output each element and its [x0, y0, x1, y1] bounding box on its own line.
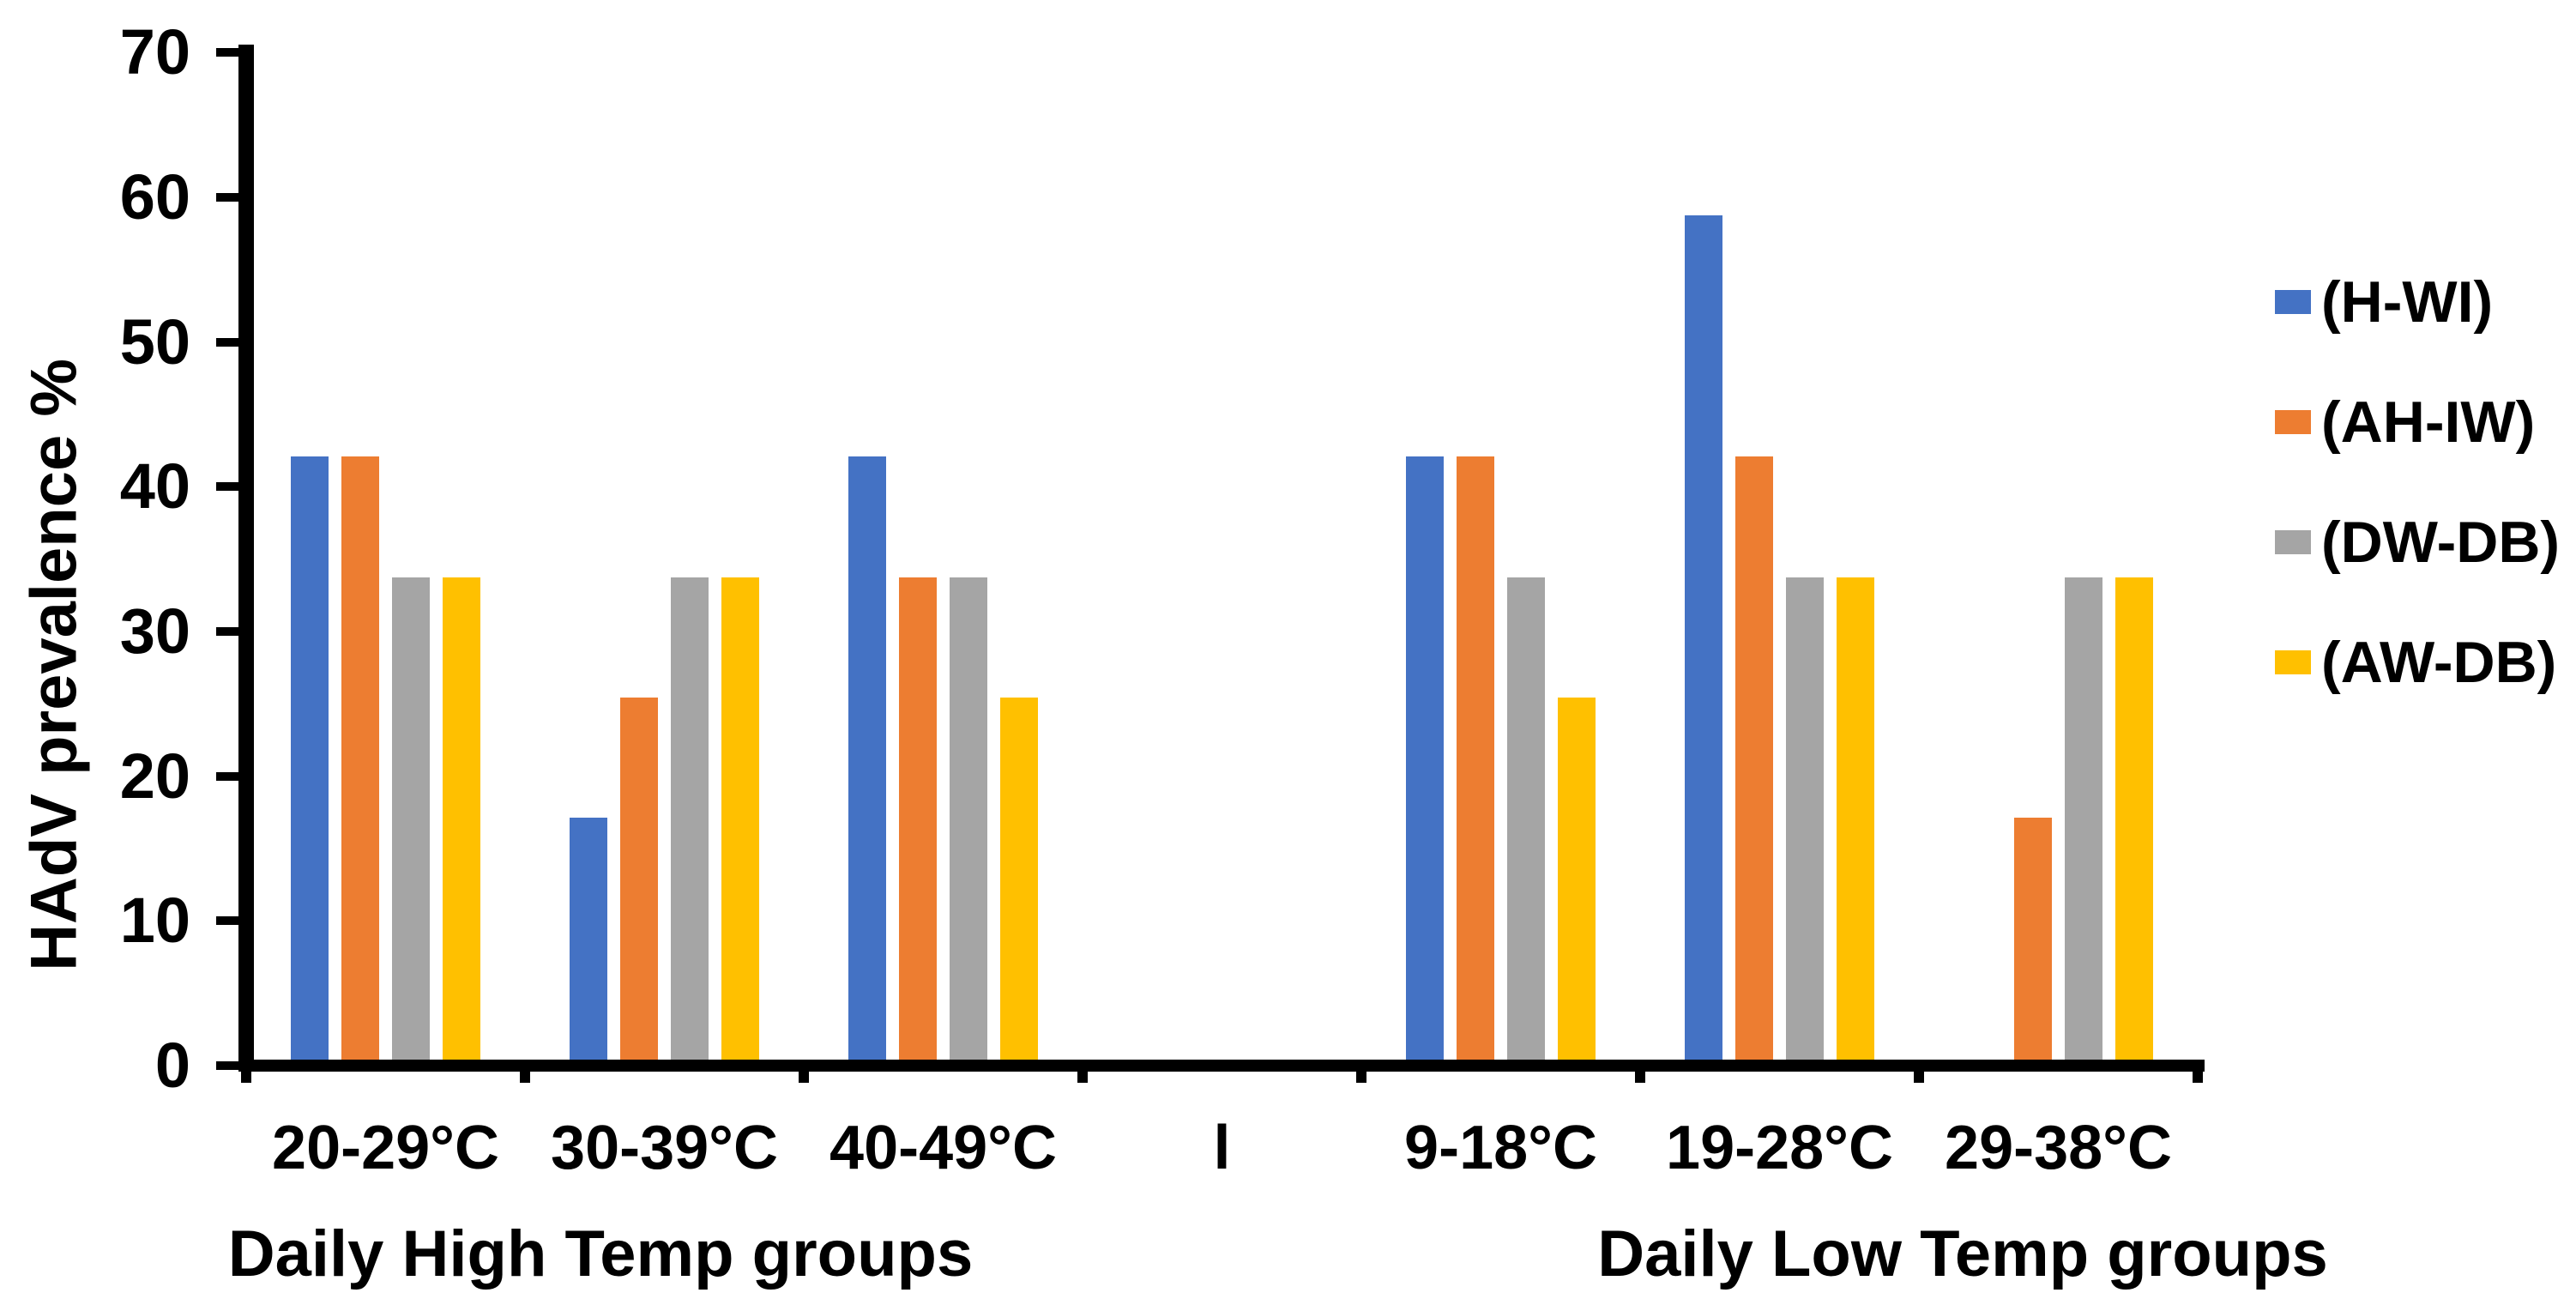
x-axis-line	[238, 1060, 2205, 1072]
x-tick-mark	[520, 1060, 530, 1083]
legend-label: (H-WI)	[2321, 269, 2494, 335]
x-tick-mark	[1914, 1060, 1924, 1083]
bar-ah-iw-4	[1457, 456, 1494, 1060]
x-tick-mark	[2193, 1060, 2203, 1083]
bar-dw-db-5	[1786, 577, 1824, 1060]
y-tick-label: 60	[119, 160, 190, 233]
legend-swatch-ah-iw	[2275, 410, 2311, 434]
category-label: 29-38°C	[1945, 1114, 2172, 1182]
bar-aw-db-6	[2115, 577, 2153, 1060]
y-tick-label: 70	[119, 16, 190, 88]
y-tick-mark	[216, 482, 238, 492]
category-label: 40-49°C	[830, 1114, 1057, 1182]
x-tick-mark	[799, 1060, 809, 1083]
y-tick-mark	[216, 1061, 238, 1070]
y-tick-label: 20	[119, 740, 190, 812]
bar-aw-db-2	[1000, 698, 1038, 1060]
category-separator: l	[1213, 1114, 1231, 1182]
bar-h-wi-1	[570, 818, 607, 1060]
y-tick-label: 40	[119, 450, 190, 523]
category-label: 30-39°C	[551, 1114, 778, 1182]
x-tick-mark	[1077, 1060, 1088, 1083]
bar-aw-db-0	[443, 577, 480, 1060]
legend-label: (AH-IW)	[2321, 390, 2536, 455]
bar-dw-db-1	[671, 577, 709, 1060]
category-label: 9-18°C	[1404, 1114, 1597, 1182]
x-tick-mark	[1356, 1060, 1366, 1083]
x-tick-mark	[1635, 1060, 1645, 1083]
y-tick-label: 0	[154, 1030, 190, 1101]
bar-ah-iw-0	[341, 456, 379, 1060]
y-tick-label: 30	[119, 595, 190, 667]
bar-ah-iw-6	[2014, 818, 2052, 1060]
bar-ah-iw-5	[1735, 456, 1773, 1060]
bar-h-wi-5	[1685, 215, 1722, 1060]
bar-ah-iw-1	[620, 698, 658, 1060]
bar-aw-db-1	[721, 577, 759, 1060]
x-axis-title-low: Daily Low Temp groups	[1597, 1217, 2328, 1290]
x-axis-title-high: Daily High Temp groups	[227, 1217, 974, 1290]
category-label: 19-28°C	[1666, 1114, 1893, 1182]
bar-dw-db-6	[2065, 577, 2102, 1060]
bar-h-wi-0	[291, 456, 329, 1060]
bar-dw-db-2	[950, 577, 987, 1060]
y-tick-mark	[216, 626, 238, 636]
y-tick-mark	[216, 337, 238, 347]
bar-h-wi-2	[848, 456, 886, 1060]
y-tick-label: 50	[119, 305, 190, 378]
y-tick-mark	[216, 48, 238, 57]
bar-dw-db-4	[1507, 577, 1545, 1060]
y-tick-mark	[216, 192, 238, 202]
y-tick-label: 10	[119, 885, 190, 957]
bar-h-wi-4	[1406, 456, 1444, 1060]
x-tick-mark	[241, 1060, 251, 1083]
legend-swatch-dw-db	[2275, 530, 2311, 554]
bar-dw-db-0	[392, 577, 430, 1060]
bar-ah-iw-2	[899, 577, 937, 1060]
legend-label: (DW-DB)	[2321, 510, 2561, 575]
bar-aw-db-4	[1558, 698, 1596, 1060]
bar-aw-db-5	[1837, 577, 1874, 1060]
legend-label: (AW-DB)	[2321, 630, 2557, 695]
legend-swatch-h-wi	[2275, 290, 2311, 314]
legend-swatch-aw-db	[2275, 650, 2311, 674]
category-label: 20-29°C	[272, 1114, 499, 1182]
y-tick-mark	[216, 771, 238, 781]
y-axis-line	[238, 45, 254, 1072]
y-tick-mark	[216, 916, 238, 926]
